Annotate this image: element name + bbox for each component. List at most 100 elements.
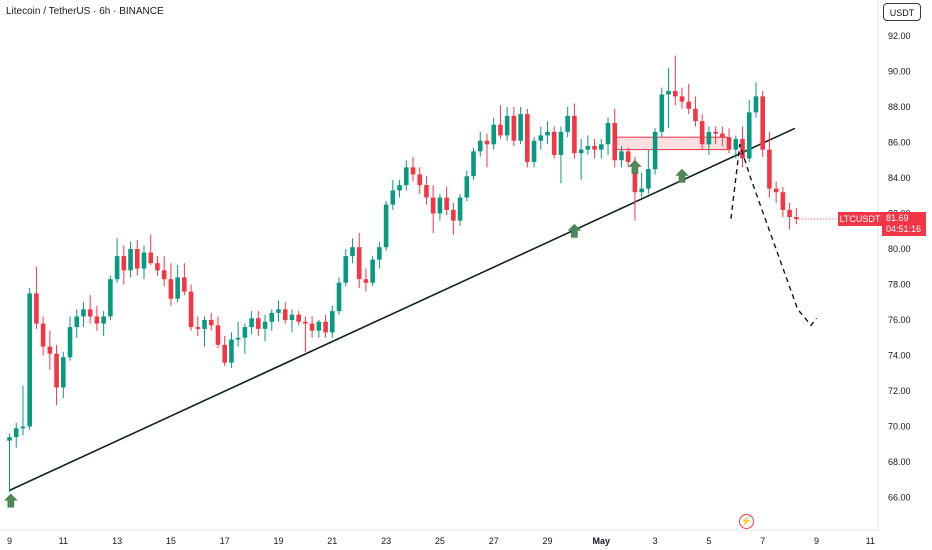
candle [262, 314, 268, 342]
candle-body [215, 325, 221, 345]
candle [40, 316, 46, 356]
candle-countdown: 04:51:16 [886, 224, 922, 234]
candle-body [558, 131, 564, 155]
candle-body [780, 192, 786, 210]
candle-body [390, 190, 396, 205]
candle [444, 186, 449, 216]
candle [585, 135, 591, 155]
price-tick-label: 78.00 [888, 280, 911, 290]
candle [430, 185, 436, 234]
candle-body [652, 131, 658, 170]
candle [666, 67, 671, 129]
candle-body [760, 96, 765, 150]
candle [760, 91, 765, 157]
candle [27, 288, 32, 431]
price-axis[interactable]: 92.0090.0088.0086.0084.0082.0080.0078.00… [877, 0, 911, 530]
candle [491, 117, 496, 150]
candle [20, 385, 26, 436]
up-arrow-icon [4, 493, 18, 508]
currency-button[interactable]: USDT [883, 3, 921, 21]
candle [282, 302, 288, 324]
candle-body [134, 249, 140, 269]
price-tick-label: 76.00 [888, 315, 911, 325]
candle [377, 241, 382, 269]
time-tick-label: 23 [381, 536, 391, 546]
candle-body [477, 140, 483, 152]
candle [94, 305, 100, 331]
candle-body [208, 320, 214, 326]
candle-body [383, 204, 389, 248]
candle [639, 172, 644, 198]
candle-body [639, 188, 644, 193]
time-tick-label: 15 [166, 536, 176, 546]
time-tick-label: 29 [542, 536, 552, 546]
candle [370, 256, 375, 287]
candle [229, 332, 234, 368]
candle-body [592, 146, 597, 150]
candle-body [720, 133, 725, 138]
candle [787, 202, 792, 230]
time-tick-label: 7 [760, 536, 765, 546]
candle [558, 126, 564, 184]
price-tick-label: 74.00 [888, 351, 911, 361]
candle-body [87, 309, 93, 317]
candle [74, 309, 80, 338]
candle [7, 433, 12, 493]
support-trendline [9, 127, 796, 492]
candle [498, 105, 503, 139]
symbol-label: LTCUSDT [838, 212, 882, 226]
candle-body [296, 314, 301, 322]
candle-body [282, 309, 288, 320]
candle [13, 422, 19, 448]
candle-body [269, 312, 275, 322]
price-tick-label: 72.00 [888, 386, 911, 396]
candle [578, 138, 584, 180]
candle-body [451, 209, 456, 221]
time-tick-label: May [593, 536, 611, 546]
price-tick-label: 92.00 [888, 31, 911, 41]
candle-body [262, 321, 268, 329]
candle [679, 87, 685, 109]
candle [67, 316, 73, 361]
candle-body [746, 112, 752, 159]
candle-body [572, 115, 577, 154]
candle-body [27, 293, 32, 427]
candle [128, 241, 133, 278]
candle-body [161, 270, 167, 280]
candle [538, 126, 544, 150]
candle-body [20, 426, 26, 429]
candle [693, 96, 698, 127]
candle [87, 295, 93, 324]
time-tick-label: 25 [435, 536, 445, 546]
candle [464, 170, 470, 202]
candle-body [47, 346, 53, 354]
candle [155, 256, 160, 276]
candle [471, 147, 476, 180]
candle-body [54, 353, 59, 388]
candle-body [430, 197, 436, 214]
candle [619, 146, 624, 168]
candle [61, 351, 66, 399]
candle [672, 55, 678, 106]
last-price-label: 81.69 04:51:16 [882, 212, 926, 236]
candle [646, 149, 651, 194]
candle-body [229, 339, 234, 363]
candle-body [551, 131, 557, 155]
candle-body [256, 318, 261, 329]
time-axis[interactable]: 9 11 13 15 17 19 21 23 25 27 29 May 3 5 7 9 11 [0, 529, 878, 546]
candle-body [686, 101, 692, 109]
candle-body [141, 252, 147, 269]
candle-body [659, 94, 665, 132]
lightning-icon[interactable]: ⚡ [739, 514, 754, 529]
candles-layer [7, 55, 878, 493]
time-tick-label: 21 [327, 536, 337, 546]
candle-body [498, 124, 503, 136]
candle-body [538, 135, 544, 141]
candle [504, 107, 510, 141]
candle-body [693, 108, 698, 122]
candle-body [235, 337, 241, 340]
candle-body [471, 151, 476, 177]
candle [390, 179, 396, 210]
candle [612, 108, 618, 168]
